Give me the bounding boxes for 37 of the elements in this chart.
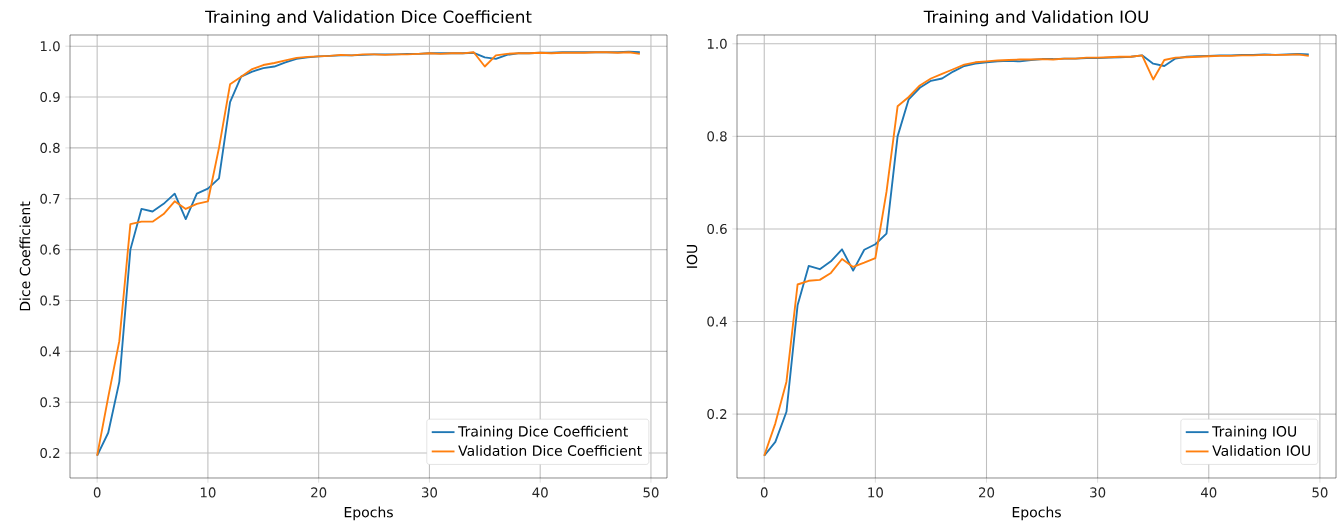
- line-series: [763, 53, 1310, 457]
- y-tick-label: 0.4: [40, 346, 60, 357]
- legend-label: Training IOU: [1212, 425, 1297, 440]
- x-axis-title: Epochs: [344, 506, 393, 521]
- chart-title: Training and Validation Dice Coefficient: [205, 10, 532, 27]
- x-tick-label: 40: [1200, 487, 1217, 498]
- legend-label: Validation Dice Coefficient: [458, 445, 642, 456]
- x-tick-label: 40: [532, 487, 548, 498]
- x-tick-label: 0: [760, 487, 768, 498]
- legend-label: Training Dice Coefficient: [458, 425, 628, 440]
- y-tick-label: 0.6: [40, 244, 60, 255]
- legend-label: Validation IOU: [1212, 445, 1310, 456]
- x-tick-label: 10: [868, 487, 883, 498]
- x-tick-label: 20: [311, 487, 327, 498]
- y-tick-label: 0.9: [40, 91, 60, 103]
- chart-title: Training and Validation IOU: [923, 10, 1148, 27]
- y-tick-label: 1.0: [40, 41, 60, 52]
- x-tick-label: 10: [200, 487, 216, 498]
- y-axis-title: Dice Coefficient: [19, 201, 31, 311]
- y-tick-label: 0.2: [40, 448, 60, 459]
- y-tick-label: 0.5: [40, 295, 60, 306]
- x-tick-label: 50: [1312, 487, 1328, 498]
- x-tick-label: 30: [421, 487, 438, 498]
- x-tick-label: 30: [1090, 487, 1106, 498]
- y-tick-label: 1.0: [707, 38, 727, 49]
- y-tick-label: 0.8: [40, 142, 60, 153]
- x-tick-label: 20: [979, 487, 995, 498]
- y-tick-label: 0.3: [40, 397, 60, 408]
- x-tick-label: 0: [93, 487, 101, 498]
- x-axis-title: Epochs: [1012, 506, 1061, 521]
- y-axis-title: IOU: [686, 245, 698, 268]
- y-tick-label: 0.7: [40, 193, 60, 204]
- y-tick-label: 0.8: [707, 131, 727, 142]
- y-tick-label: 0.6: [707, 223, 727, 234]
- x-tick-label: 50: [643, 487, 659, 498]
- y-tick-label: 0.4: [707, 316, 727, 327]
- y-tick-label: 0.2: [707, 409, 727, 420]
